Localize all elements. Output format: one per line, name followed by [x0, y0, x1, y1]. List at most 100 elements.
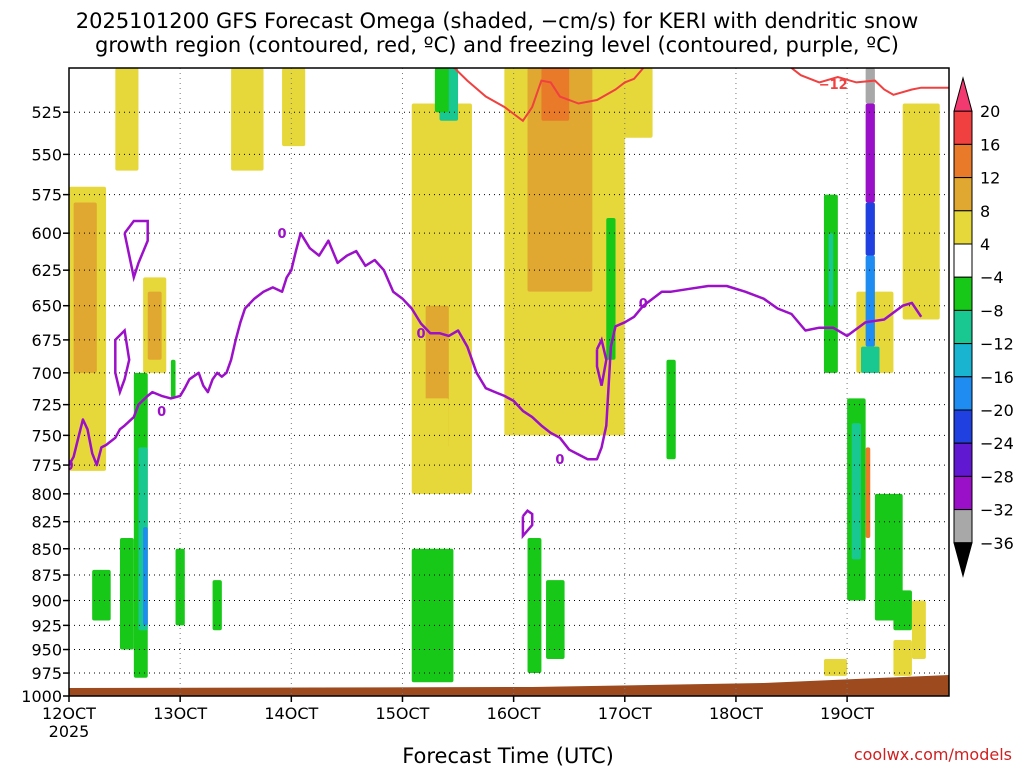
omega-area-10 [434, 68, 449, 113]
colorbar-label-2: 12 [980, 169, 1000, 188]
omega-area-32 [828, 233, 834, 306]
colorbar-label-12: −32 [980, 501, 1014, 520]
omega-area-6 [282, 68, 306, 147]
colorbar-label-0: 20 [980, 102, 1000, 121]
omega-area-29 [606, 217, 616, 360]
colorbar-swatch-12 [953, 475, 973, 511]
colorbar-label-10: −24 [980, 434, 1014, 453]
credit-text[interactable]: coolwx.com/models [854, 745, 1012, 764]
omega-area-40 [861, 346, 880, 373]
contours: 0 0 0 0 0 0 −12 [69, 68, 949, 540]
omega-area-5 [231, 68, 264, 171]
colorbar-swatch-3 [953, 177, 973, 212]
omega-area-14 [615, 68, 653, 138]
omega-area-34 [851, 423, 861, 560]
colorbar-label-8: −16 [980, 368, 1014, 387]
omega-area-43 [911, 600, 926, 660]
y-tick-label-975: 975 [31, 664, 62, 683]
y-tick-label-1000: 1000 [21, 687, 62, 706]
colorbar-swatch-4 [953, 210, 973, 245]
omega-area-13 [541, 68, 570, 121]
x-tick-label-19OCT: 19OCT [820, 704, 874, 723]
colorbar-swatch-5 [953, 243, 973, 278]
omega-area-41 [874, 493, 903, 621]
freezing-level-island-3 [595, 336, 608, 386]
x-tick-label-16OCT: 16OCT [487, 704, 541, 723]
colorbar-label-6: −8 [980, 301, 1004, 320]
chart-title-line1: 2025101200 GFS Forecast Omega (shaded, −… [76, 9, 919, 33]
freezing-level-island-2 [521, 509, 534, 540]
y-tick-label-700: 700 [31, 364, 62, 383]
omega-area-39 [865, 255, 875, 347]
omega-area-26 [421, 398, 449, 494]
omega-area-30 [666, 359, 676, 460]
omega-area-4 [147, 291, 162, 360]
x-tick-label-18OCT: 18OCT [709, 704, 763, 723]
colorbar-label-7: −12 [980, 335, 1014, 354]
y-tick-label-525: 525 [31, 103, 62, 122]
omega-area-1 [73, 202, 97, 373]
y-tick-label-875: 875 [31, 566, 62, 585]
ground-layer [69, 675, 949, 696]
colorbar-swatch-7 [953, 309, 973, 345]
colorbar-swatch-2 [953, 143, 973, 179]
colorbar-swatch-9 [953, 376, 973, 411]
y-tick-label-925: 925 [31, 616, 62, 635]
colorbar-swatch-10 [953, 409, 973, 444]
y-tick-label-950: 950 [31, 641, 62, 660]
freezing-level-label-4: 0 [555, 453, 564, 468]
y-tick-label-725: 725 [31, 396, 62, 415]
x-tick-label-17OCT: 17OCT [598, 704, 652, 723]
freezing-level-label-2: 0 [278, 227, 287, 242]
omega-area-2 [115, 68, 139, 171]
chart-title-line2: growth region (contoured, red, ºC) and f… [95, 33, 899, 57]
omega-area-37 [865, 103, 875, 203]
y-tick-label-800: 800 [31, 485, 62, 504]
omega-area-28 [546, 580, 565, 660]
dgz-contour-1 [452, 68, 645, 123]
dgz-contour-label: −12 [819, 78, 848, 93]
omega-shading [69, 68, 940, 683]
plot-area: 0 0 0 0 0 0 −12 [69, 68, 949, 696]
freezing-level-island-1 [114, 327, 131, 397]
freezing-level-label-5: 0 [639, 297, 648, 312]
y-tick-label-625: 625 [31, 261, 62, 280]
omega-area-17 [119, 538, 134, 650]
colorbar-label-13: −36 [980, 534, 1014, 553]
x-tick-label-15OCT: 15OCT [376, 704, 430, 723]
omega-area-12 [527, 68, 593, 292]
colorbar-label-1: 16 [980, 135, 1000, 154]
omega-area-38 [865, 202, 875, 256]
freezing-level-label-1: 0 [157, 405, 166, 420]
x-tick-label-13OCT: 13OCT [153, 704, 207, 723]
colorbar-cap-bottom [953, 542, 973, 578]
omega-area-18 [92, 569, 111, 621]
omega-area-35 [865, 447, 871, 539]
omega-area-16 [902, 103, 940, 320]
y-tick-label-775: 775 [31, 456, 62, 475]
dgz-contour-2 [789, 68, 949, 96]
colorbar-swatch-6 [953, 276, 973, 311]
y-tick-label-600: 600 [31, 224, 62, 243]
omega-area-22 [170, 359, 176, 399]
x-axis-label: Forecast Time (UTC) [402, 744, 614, 768]
y-tick-label-825: 825 [31, 513, 62, 532]
y-tick-label-550: 550 [31, 145, 62, 164]
y-axis: 525 550 575 600 625 650 675 700 725 750 775 800 825 8… [21, 103, 69, 706]
y-tick-label-900: 900 [31, 592, 62, 611]
y-tick-label-750: 750 [31, 426, 62, 445]
omega-area-23 [175, 548, 185, 626]
colorbar-swatch-11 [953, 442, 973, 477]
omega-area-36 [865, 68, 875, 104]
plot-frame [68, 67, 950, 697]
omega-area-25 [411, 548, 454, 683]
colorbar-label-5: −4 [980, 268, 1004, 287]
omega-area-44 [823, 659, 848, 676]
colorbar-swatch-8 [953, 343, 973, 378]
colorbar-label-9: −20 [980, 401, 1014, 420]
ground-shading [69, 675, 949, 696]
colorbar: 20 16 12 8 4 −4 −8 −12 −16 −20 −24 −28 −32 −36 [953, 76, 1014, 578]
omega-area-27 [527, 538, 542, 674]
x-tick-sublabel-year: 2025 [49, 722, 90, 741]
